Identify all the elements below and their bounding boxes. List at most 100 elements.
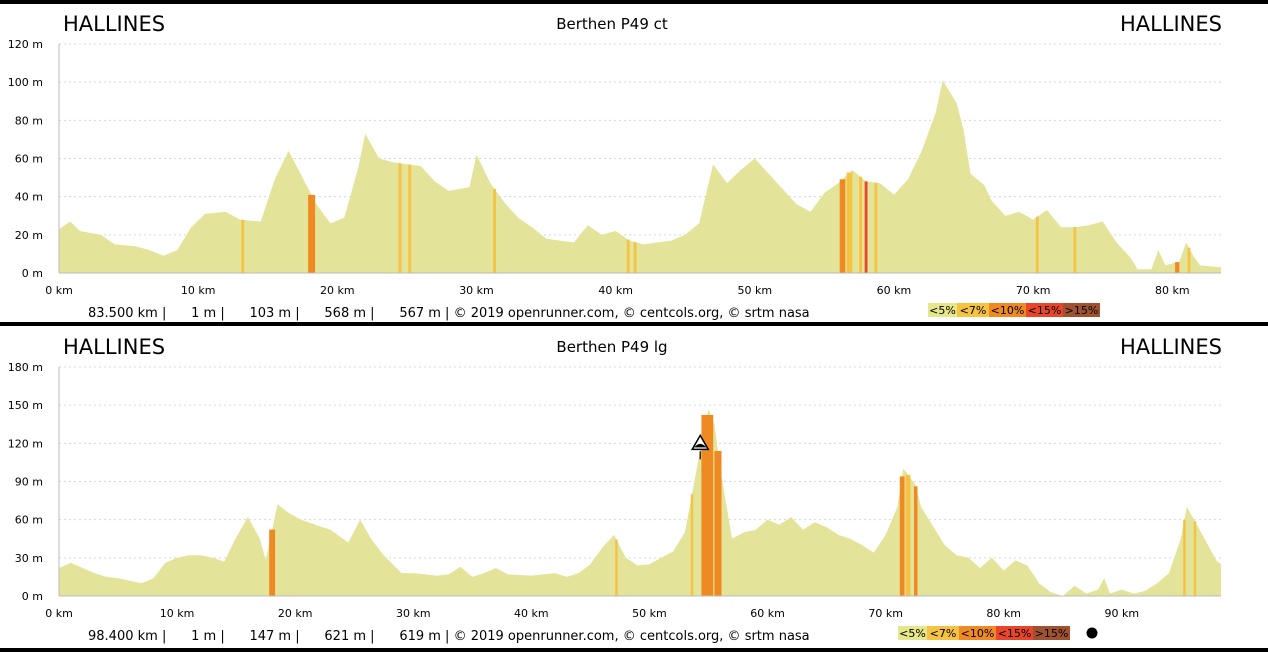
legend-label: >15% — [1035, 627, 1069, 640]
y-tick-label: 60 m — [15, 153, 43, 166]
grade-band — [864, 181, 868, 273]
grade-band — [633, 242, 637, 273]
x-tick-label: 0 km — [45, 607, 73, 620]
y-tick-label: 120 m — [8, 38, 43, 51]
grade-legend: <5% <7% <10% <15% >15% — [898, 626, 1070, 640]
grade-band — [398, 163, 402, 273]
y-tick-label: 80 m — [15, 114, 43, 127]
legend-label: <5% — [929, 304, 956, 317]
stats-line: 83.500 km | 1 m | 103 m | 568 m | 567 m … — [88, 306, 810, 321]
end-location-label: HALLINES — [1120, 12, 1222, 36]
legend-swatch — [1033, 626, 1070, 640]
grade-band — [690, 494, 694, 596]
legend-swatch — [927, 626, 959, 640]
summit-marker-icon[interactable] — [690, 433, 710, 460]
grade-band — [701, 415, 714, 596]
x-tick-label: 90 km — [1105, 607, 1140, 620]
x-tick-label: 20 km — [278, 607, 313, 620]
elevation-area — [59, 80, 1221, 273]
elevation-area — [59, 409, 1221, 596]
x-tick-label: 50 km — [632, 607, 667, 620]
grade-band — [1073, 227, 1077, 273]
grade-band — [626, 239, 630, 273]
grade-band — [269, 529, 276, 596]
legend-swatch — [898, 626, 927, 640]
x-tick-label: 70 km — [868, 607, 903, 620]
legend-label: <10% — [991, 304, 1025, 317]
y-tick-label: 150 m — [8, 399, 43, 412]
y-tick-label: 40 m — [15, 191, 43, 204]
chart-title: Berthen P49 lg — [556, 338, 667, 356]
grade-band — [308, 194, 316, 273]
grade-band — [874, 182, 878, 273]
grade-band — [714, 451, 722, 596]
grade-band — [241, 219, 245, 273]
y-tick-label: 100 m — [8, 76, 43, 89]
position-dot[interactable] — [1086, 627, 1098, 639]
x-tick-label: 30 km — [396, 607, 431, 620]
y-tick-label: 90 m — [15, 476, 43, 489]
profile-panel-1: HALLINES Berthen P49 ct HALLINES 83.500 … — [8, 12, 1222, 321]
grade-band — [1035, 216, 1039, 273]
y-tick-label: 30 m — [15, 552, 43, 565]
panel-separator — [0, 322, 1268, 326]
chart-title: Berthen P49 ct — [556, 15, 668, 33]
grade-band — [905, 474, 911, 596]
plot-area: 0 m 20 m 40 m 60 m 80 m 100 m 120 m 0 km 10 km 20… — [8, 38, 1221, 297]
legend-swatch — [1063, 303, 1100, 317]
top-border — [0, 0, 1268, 4]
grade-band — [859, 176, 862, 273]
x-tick-label: 10 km — [160, 607, 195, 620]
y-tick-label: 60 m — [15, 514, 43, 527]
grade-band — [839, 179, 846, 273]
bottom-border — [0, 648, 1268, 652]
plot-area: 0 m 30 m 60 m 90 m 120 m 150 m 180 m 0 km 10 km 2… — [8, 361, 1221, 620]
y-tick-label: 20 m — [15, 229, 43, 242]
x-tick-label: 60 km — [750, 607, 785, 620]
grade-band — [1183, 519, 1186, 596]
legend-swatch — [996, 626, 1033, 640]
x-tick-label: 80 km — [1155, 284, 1190, 297]
grade-band — [914, 486, 918, 596]
legend-swatch — [989, 303, 1026, 317]
end-location-label: HALLINES — [1120, 335, 1222, 359]
legend-label: <5% — [899, 627, 926, 640]
x-tick-label: 60 km — [877, 284, 912, 297]
grade-legend: <5% <7% <10% <15% >15% — [928, 303, 1100, 317]
legend-label: <15% — [998, 627, 1032, 640]
legend-label: >15% — [1065, 304, 1099, 317]
y-tick-label: 0 m — [22, 267, 43, 280]
start-location-label: HALLINES — [63, 335, 165, 359]
grade-band — [408, 164, 412, 273]
grade-band — [846, 172, 853, 273]
grade-band — [899, 476, 905, 596]
legend-label: <7% — [960, 304, 987, 317]
y-tick-label: 0 m — [22, 590, 43, 603]
start-location-label: HALLINES — [63, 12, 165, 36]
x-tick-label: 40 km — [598, 284, 633, 297]
grade-band — [1175, 262, 1180, 273]
legend-label: <7% — [930, 627, 957, 640]
grade-band — [1193, 521, 1197, 596]
grade-band — [615, 539, 618, 596]
x-tick-label: 70 km — [1016, 284, 1051, 297]
profile-panel-2: HALLINES Berthen P49 lg HALLINES 98.400 … — [8, 335, 1222, 644]
y-tick-label: 120 m — [8, 437, 43, 450]
x-tick-label: 10 km — [181, 284, 216, 297]
x-tick-label: 40 km — [514, 607, 549, 620]
legend-swatch — [1026, 303, 1063, 317]
x-tick-label: 80 km — [986, 607, 1021, 620]
legend-swatch — [928, 303, 957, 317]
grade-band — [493, 189, 496, 273]
grade-band — [1187, 247, 1191, 273]
y-tick-label: 180 m — [8, 361, 43, 374]
x-tick-label: 30 km — [459, 284, 494, 297]
legend-swatch — [959, 626, 996, 640]
x-tick-label: 20 km — [320, 284, 355, 297]
legend-label: <15% — [1028, 304, 1062, 317]
legend-swatch — [957, 303, 989, 317]
x-tick-label: 0 km — [45, 284, 73, 297]
x-tick-label: 50 km — [738, 284, 773, 297]
